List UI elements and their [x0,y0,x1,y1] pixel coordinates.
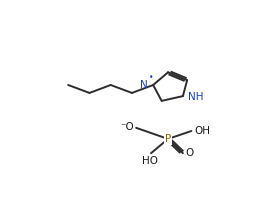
Text: N: N [140,80,148,90]
Text: P: P [165,134,171,144]
Text: NH: NH [188,92,203,102]
Text: ⁻O: ⁻O [120,122,134,132]
Text: HO: HO [142,156,158,166]
Text: •: • [149,74,153,82]
Text: O: O [185,147,194,158]
Text: OH: OH [194,125,210,136]
